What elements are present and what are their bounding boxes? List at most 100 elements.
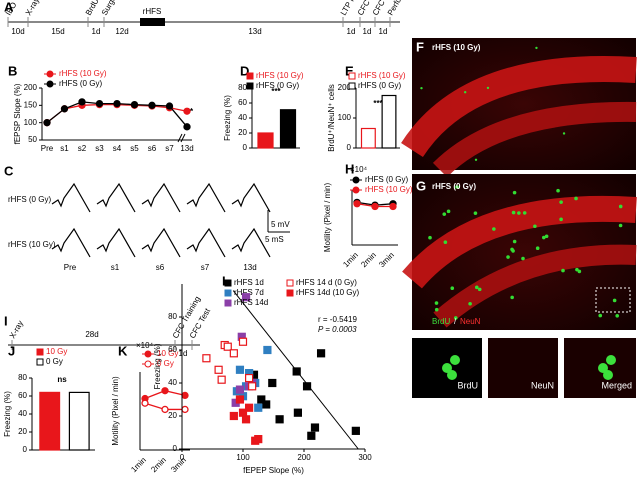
cell-dot (453, 316, 458, 320)
annotation: ns (57, 375, 67, 384)
cell-dot (447, 370, 457, 380)
x-tick-label: Pre (41, 144, 54, 153)
x-tick-label: s5 (130, 144, 139, 153)
y-axis-label: Freezing (%) (153, 343, 162, 389)
cell-dot (446, 209, 451, 214)
multiplier: ×10⁴ (136, 341, 154, 350)
point (254, 435, 263, 444)
cell-dot (522, 211, 527, 215)
point (307, 431, 316, 440)
inset-box (595, 287, 631, 313)
y-axis-label: BrdU⁺/NeuN⁺ cells (327, 84, 336, 152)
trace (96, 182, 136, 213)
trace (141, 227, 181, 258)
legend-marker (224, 279, 232, 287)
cell-layer (432, 101, 637, 178)
point (235, 365, 245, 374)
stain-label: BrdU (432, 317, 450, 326)
cell-dot (428, 235, 432, 240)
panel-title: rHFS (0 Gy) (432, 182, 476, 191)
interval-label: 10d (11, 27, 24, 36)
cell-dot (598, 313, 603, 318)
interval-label: 12d (115, 27, 128, 36)
x-tick-label: 1min (129, 456, 148, 475)
cell-dot (618, 223, 623, 228)
cell-dot (575, 267, 579, 272)
point (245, 403, 254, 412)
interval-label: 28d (85, 330, 98, 339)
x-tick-label: 1min (341, 251, 360, 270)
point (257, 395, 266, 404)
legend-marker (286, 279, 294, 287)
point (389, 202, 397, 211)
point (183, 123, 191, 131)
point (235, 395, 245, 404)
legend-label: rHFS (0 Gy) (365, 175, 408, 184)
legend-label: 10 Gy (157, 349, 178, 358)
legend-label: 10 Gy (46, 347, 67, 356)
cell-dot (535, 46, 538, 50)
inset (488, 338, 558, 398)
cell-dot (606, 355, 616, 365)
bar (360, 127, 376, 149)
legend-label: rHFS 14 d (0 Gy) (296, 278, 357, 287)
legend-marker (46, 80, 54, 88)
event-label: rHFS (143, 7, 162, 16)
cell-dot (612, 298, 617, 303)
panel-letter: A (4, 0, 14, 14)
point (141, 399, 149, 407)
interval-label: 1d (379, 27, 388, 36)
x-tick-label: 200 (297, 453, 311, 462)
cell-dot (541, 235, 546, 240)
legend-marker (144, 360, 152, 368)
point (95, 99, 104, 108)
point (235, 385, 245, 394)
legend-label: rHFS 1d (234, 278, 264, 287)
panel-letter: F (416, 39, 424, 54)
cell-dot (443, 240, 448, 244)
stain-label: / (454, 317, 457, 326)
bar (257, 132, 274, 149)
y-tick-label: 200 (338, 83, 352, 92)
trace (96, 227, 136, 258)
cell-dot (463, 91, 467, 94)
x-tick-label: s2 (78, 144, 87, 153)
point (183, 107, 191, 115)
point (302, 382, 312, 391)
x-tick-label: 3min (169, 456, 188, 475)
trace (141, 182, 181, 213)
point (238, 408, 248, 417)
point (316, 349, 326, 358)
event-label: Surgery (100, 0, 122, 17)
annotation: P = 0.0003 (318, 325, 357, 334)
panel-letter: I (4, 313, 8, 328)
point (165, 102, 174, 110)
trace (231, 227, 271, 258)
cell-layer (402, 195, 637, 289)
inset-label: BrdU (457, 380, 478, 390)
point (310, 423, 320, 432)
interval-label: 15d (51, 27, 64, 36)
cell-dot (517, 211, 521, 215)
legend-label: rHFS (10 Gy) (358, 71, 406, 80)
cell-dot (442, 212, 447, 216)
column-label: 13d (243, 263, 256, 272)
legend-marker (144, 350, 152, 358)
legend-label: rHFS (10 Gy) (256, 71, 304, 80)
y-tick-label: 200 (24, 83, 38, 92)
point (248, 382, 257, 391)
rule (177, 133, 183, 143)
cell-layer (401, 56, 637, 158)
point (181, 391, 189, 400)
interval-label: 13d (248, 27, 261, 36)
cell-dot (574, 196, 578, 201)
legend-label: rHFS (0 Gy) (358, 81, 401, 90)
rhfs-block (140, 18, 165, 26)
point (241, 415, 251, 424)
point (275, 415, 284, 424)
trace (231, 182, 271, 213)
panel-title: rHFS (10 Gy) (432, 43, 481, 52)
cell-dot (556, 188, 560, 193)
y-tick-label: 0 (243, 143, 248, 152)
